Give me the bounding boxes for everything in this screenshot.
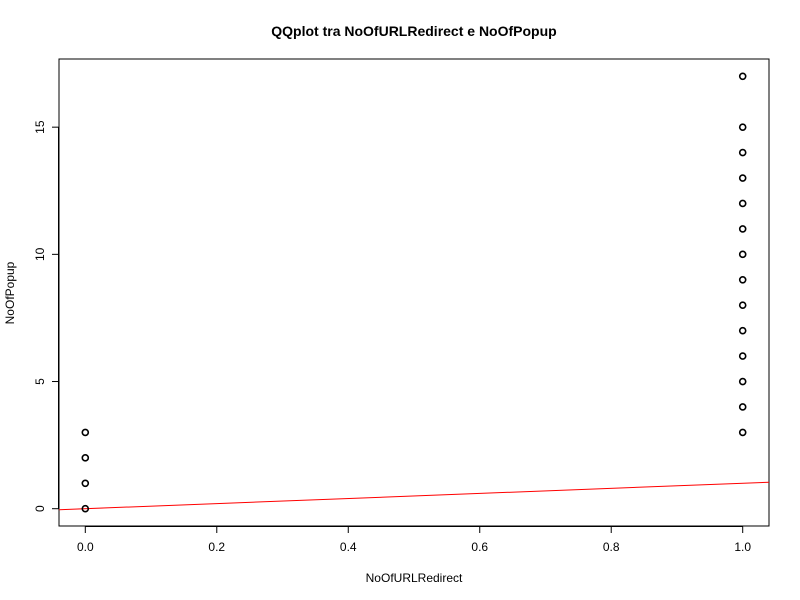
y-axis-label: NoOfPopup (3, 261, 17, 324)
y-tick-label: 0 (33, 505, 47, 512)
reference-line (58, 481, 770, 511)
data-point (738, 225, 747, 233)
x-tick-label: 0.2 (208, 540, 225, 554)
x-axis-label: NoOfURLRedirect (366, 571, 463, 585)
data-point (81, 504, 90, 513)
data-point (738, 301, 747, 310)
data-point (738, 250, 747, 259)
data-point (738, 428, 747, 437)
data-point (738, 326, 747, 335)
x-tick-label: 0.6 (471, 540, 488, 554)
data-point (738, 123, 747, 131)
data-point (738, 275, 747, 284)
data-point (81, 454, 90, 462)
data-point (738, 403, 747, 411)
y-tick-label: 5 (33, 378, 47, 385)
data-point (738, 148, 747, 157)
plot-frame (58, 58, 770, 527)
data-point (738, 377, 747, 386)
data-point (738, 352, 747, 360)
data-point (81, 428, 90, 437)
y-tick-label: 15 (33, 120, 47, 134)
data-point (738, 72, 747, 81)
y-axis: 0 5 10 15 (33, 120, 59, 512)
x-tick-label: 0.0 (77, 540, 94, 554)
x-tick-label: 0.4 (340, 540, 357, 554)
x-tick-label: 1.0 (734, 540, 751, 554)
y-tick-label: 10 (33, 247, 47, 261)
data-point (738, 174, 747, 182)
x-tick-label: 0.8 (603, 540, 620, 554)
data-point (738, 199, 747, 208)
chart-title: QQplot tra NoOfURLRedirect e NoOfPopup (271, 23, 556, 39)
data-point (81, 479, 90, 488)
x-axis: 0.0 0.2 0.4 0.6 0.8 1.0 (77, 526, 751, 554)
